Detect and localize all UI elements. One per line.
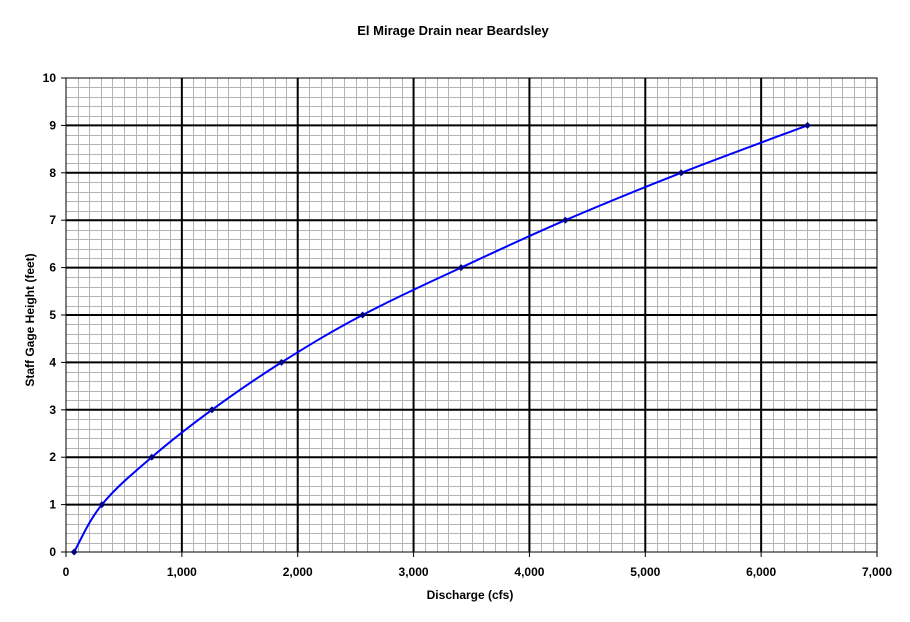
y-tick-label: 6 bbox=[49, 261, 56, 275]
axis-ticks bbox=[61, 77, 878, 557]
y-tick-label: 4 bbox=[49, 355, 56, 369]
data-point-marker bbox=[561, 216, 569, 224]
y-tick-label: 10 bbox=[43, 71, 57, 85]
y-tick-label: 1 bbox=[49, 498, 56, 512]
y-tick-label: 7 bbox=[49, 213, 56, 227]
x-tick-label: 5,000 bbox=[630, 565, 660, 579]
data-point-marker bbox=[277, 358, 286, 366]
chart-title: El Mirage Drain near Beardsley bbox=[357, 23, 549, 38]
major-gridlines bbox=[66, 78, 877, 552]
x-axis-tick-labels: 0 1,000 2,000 3,000 4,000 5,000 6,000 7,000 bbox=[63, 565, 893, 579]
y-tick-label: 2 bbox=[49, 450, 56, 464]
series-layer bbox=[70, 121, 812, 556]
data-point-marker bbox=[457, 264, 465, 272]
y-tick-label: 9 bbox=[49, 118, 56, 132]
x-axis-label: Discharge (cfs) bbox=[427, 588, 514, 602]
data-point-marker bbox=[98, 501, 106, 509]
x-tick-label: 2,000 bbox=[283, 565, 313, 579]
x-tick-label: 3,000 bbox=[399, 565, 429, 579]
data-point-marker bbox=[208, 406, 216, 414]
data-point-marker bbox=[359, 311, 367, 319]
y-axis-tick-labels: 0 1 2 3 4 5 6 7 8 9 10 bbox=[43, 71, 57, 559]
x-tick-label: 4,000 bbox=[514, 565, 544, 579]
y-axis-label: Staff Gage Height (feet) bbox=[23, 253, 37, 386]
y-tick-label: 5 bbox=[49, 308, 56, 322]
y-tick-label: 8 bbox=[49, 166, 56, 180]
data-point-marker bbox=[148, 453, 156, 461]
x-tick-label: 6,000 bbox=[746, 565, 776, 579]
y-tick-label: 0 bbox=[49, 545, 56, 559]
data-point-marker bbox=[70, 548, 78, 556]
data-point-marker bbox=[677, 169, 685, 177]
x-tick-label: 7,000 bbox=[862, 565, 892, 579]
y-tick-label: 3 bbox=[49, 403, 56, 417]
x-tick-label: 0 bbox=[63, 565, 70, 579]
data-point-marker bbox=[803, 121, 812, 129]
x-tick-label: 1,000 bbox=[167, 565, 197, 579]
